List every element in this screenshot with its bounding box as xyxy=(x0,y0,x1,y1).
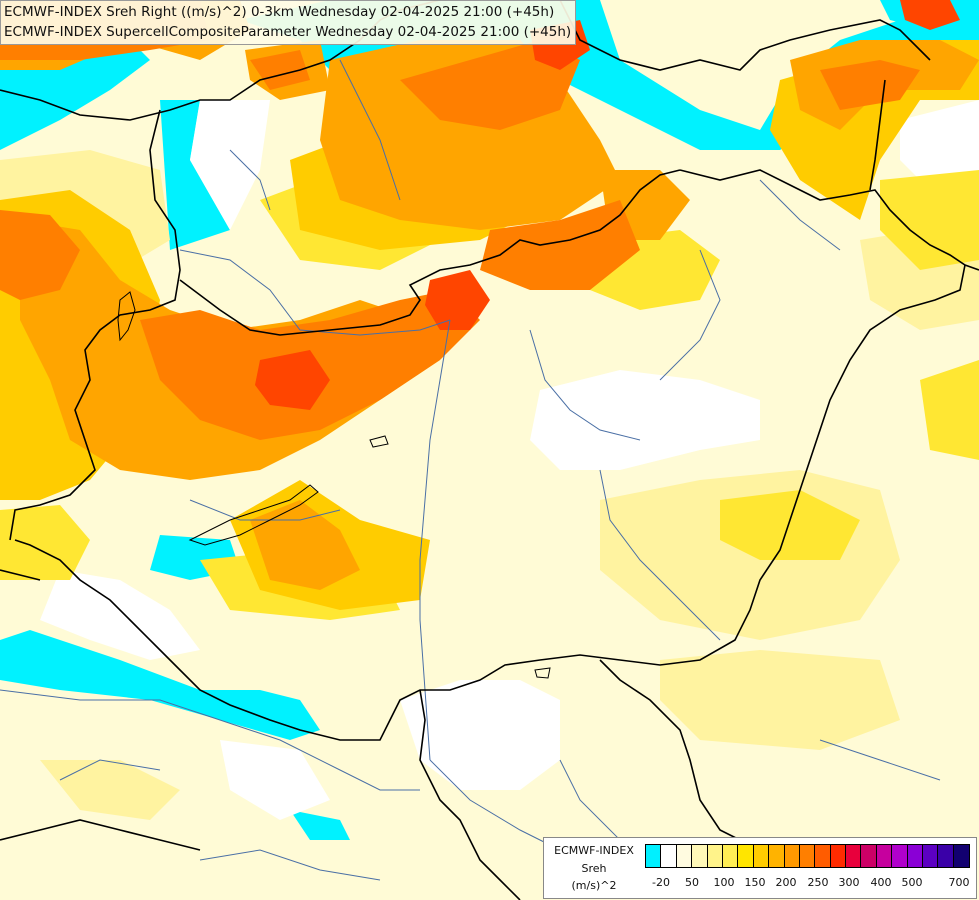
legend-swatch xyxy=(923,845,939,867)
legend-tick-label: 300 xyxy=(838,876,860,889)
legend-tick-label: 50 xyxy=(685,876,699,889)
legend-ticks: -20 50 100 150 200 250 300 400 500 700 xyxy=(645,876,975,892)
lake-outlines xyxy=(117,291,551,679)
legend-tick-label: 500 xyxy=(901,876,923,889)
legend-tick-label: 200 xyxy=(775,876,797,889)
legend-tick-label: 150 xyxy=(744,876,766,889)
legend-swatch xyxy=(876,845,893,867)
legend-swatch xyxy=(799,845,816,867)
legend-swatch xyxy=(861,845,877,867)
legend-swatch xyxy=(846,845,862,867)
legend-swatch xyxy=(692,845,708,867)
legend-tick-label: -20 xyxy=(652,876,670,889)
legend-swatch xyxy=(953,845,970,867)
legend-swatch xyxy=(815,845,831,867)
legend-swatch xyxy=(892,845,908,867)
white-fill-regions xyxy=(40,100,979,820)
legend-tick-label: 250 xyxy=(807,876,829,889)
river-lines xyxy=(0,59,941,881)
legend-swatch xyxy=(769,845,785,867)
legend-tick-label: 700 xyxy=(948,876,970,889)
legend-swatch xyxy=(938,845,954,867)
legend-swatch xyxy=(907,845,924,867)
legend-swatch xyxy=(661,845,677,867)
title-line-1: ECMWF-INDEX Sreh Right ((m/s)^2) 0-3km W… xyxy=(4,4,555,20)
legend-swatch xyxy=(707,845,723,867)
legend-swatch xyxy=(722,845,739,867)
map-title-box: ECMWF-INDEX Sreh Right ((m/s)^2) 0-3km W… xyxy=(0,0,577,45)
color-legend: ECMWF-INDEX Sreh (m/s)^2 -20 50 100 150 200 2… xyxy=(543,837,977,899)
legend-swatch xyxy=(646,845,662,867)
title-line-2: ECMWF-INDEX SupercellCompositeParameter … xyxy=(4,24,572,40)
legend-swatches xyxy=(645,844,971,868)
legend-swatch xyxy=(784,845,800,867)
legend-swatch xyxy=(753,845,770,867)
legend-tick-label: 100 xyxy=(713,876,735,889)
legend-swatch xyxy=(738,845,754,867)
legend-unit-label: (m/s)^2 xyxy=(571,879,617,892)
legend-tick-label: 400 xyxy=(870,876,892,889)
legend-param-label: Sreh xyxy=(581,862,607,875)
legend-swatch xyxy=(830,845,847,867)
legend-swatch xyxy=(676,845,693,867)
legend-model-label: ECMWF-INDEX xyxy=(554,844,634,857)
